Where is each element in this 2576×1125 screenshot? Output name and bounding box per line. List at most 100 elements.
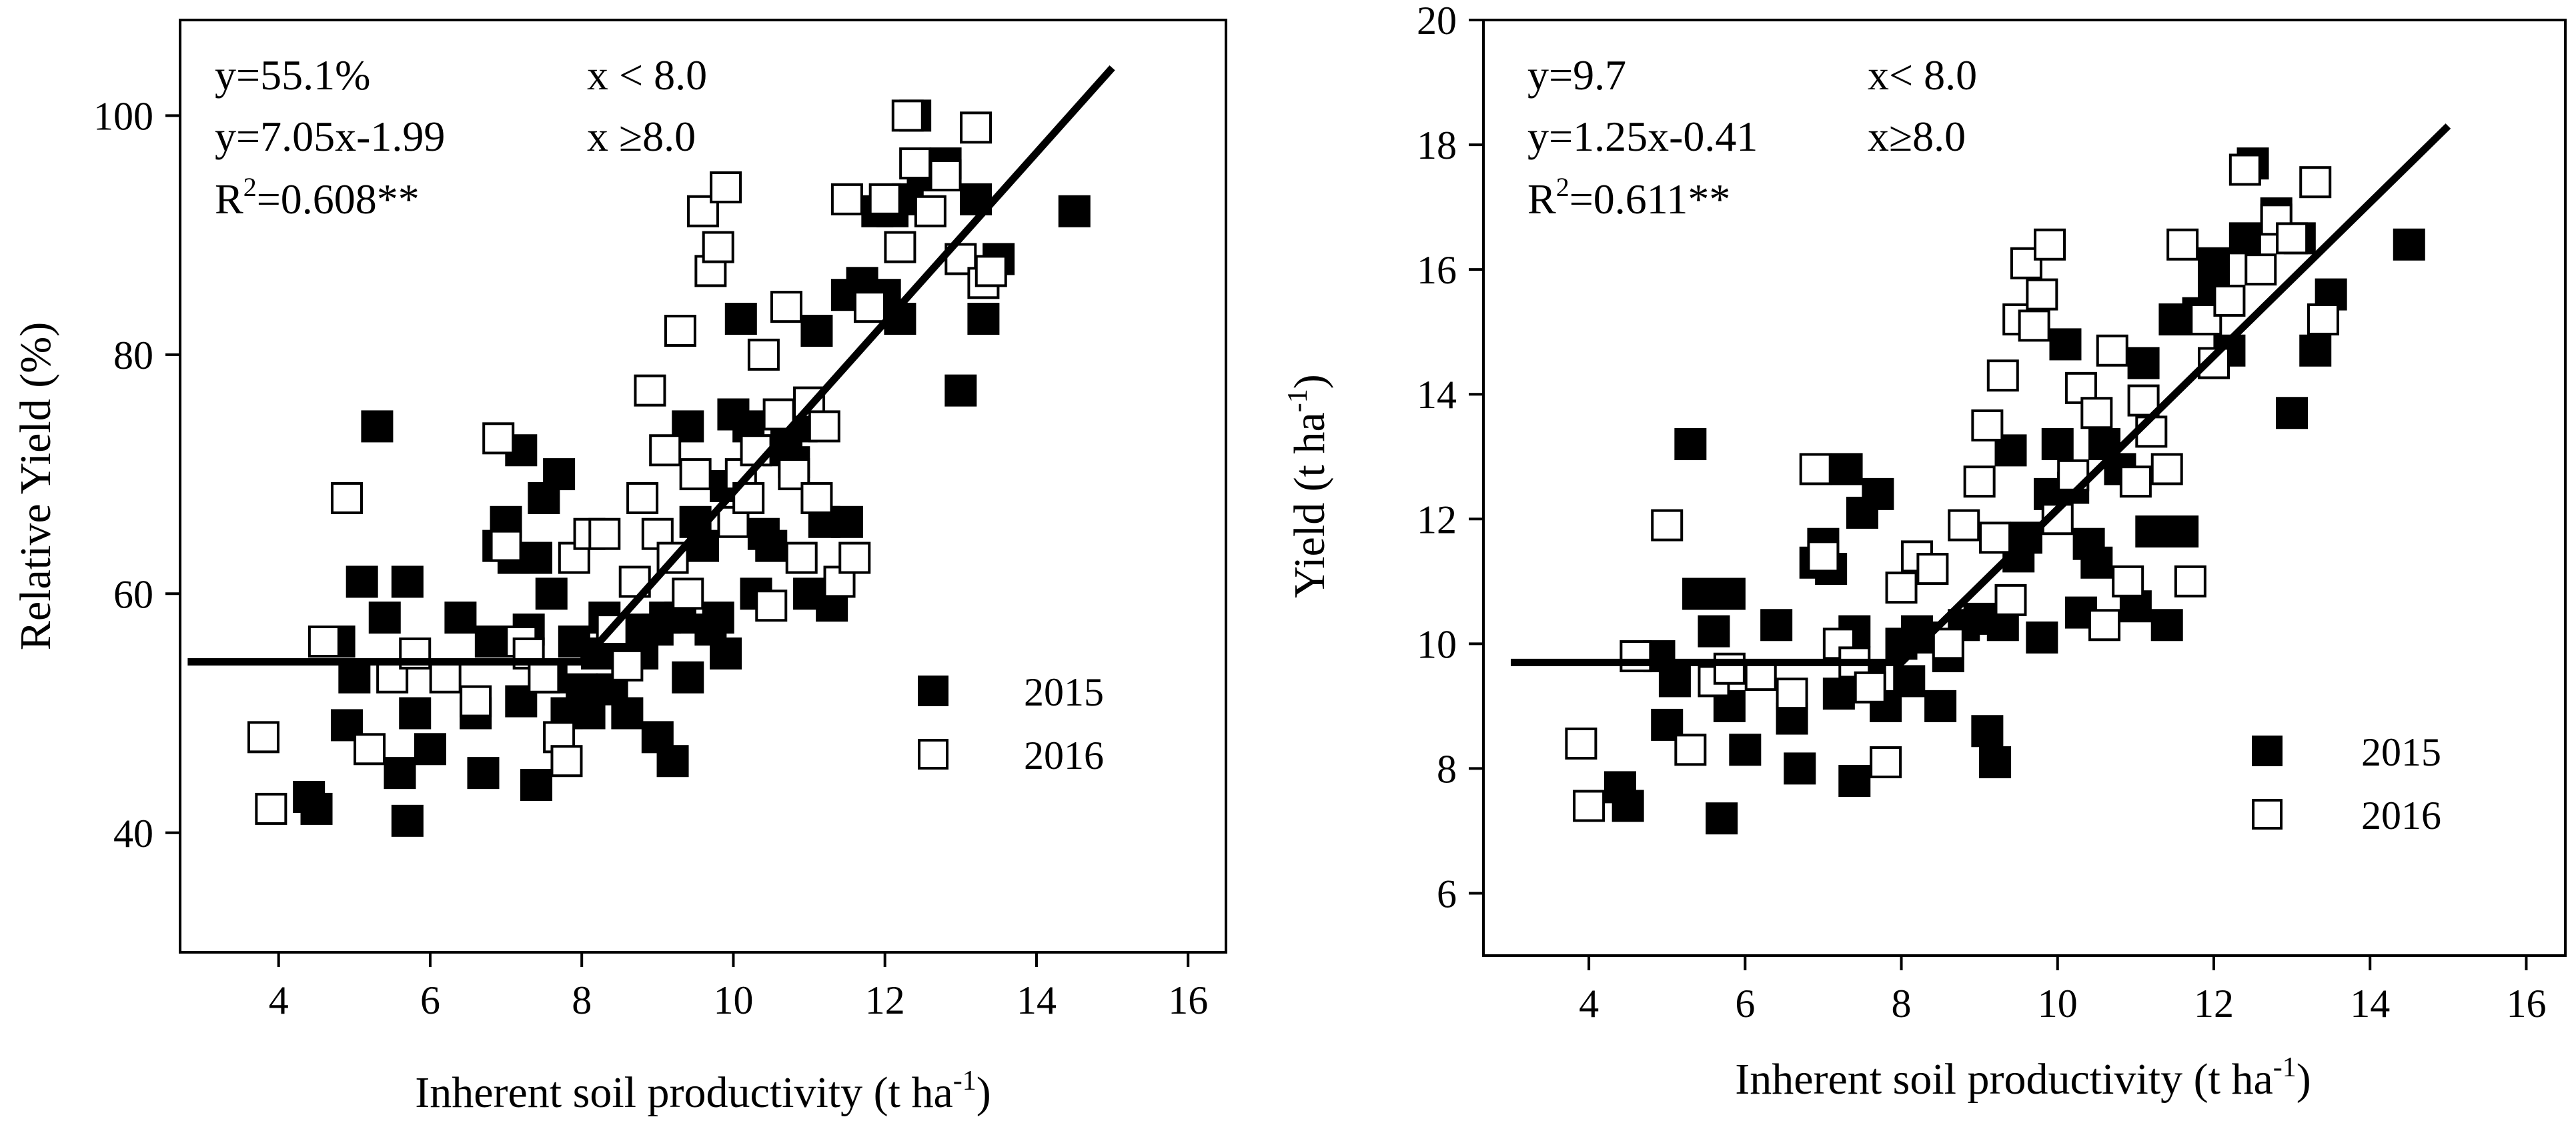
point-2016 [247, 721, 279, 754]
legend-2016-label: 2016 [2361, 794, 2441, 838]
x-tick-label: 6 [1735, 982, 1755, 1026]
point-2016 [1565, 727, 1597, 760]
point-2016 [785, 541, 818, 574]
x-axis-title-sup: -1 [953, 1066, 977, 1096]
point-2015 [2299, 334, 2332, 367]
point-2015 [1838, 765, 1871, 798]
point-2015 [710, 637, 742, 670]
x-tick-label: 12 [865, 978, 905, 1022]
legend-2015-marker [918, 676, 948, 706]
point-2015 [2026, 621, 2058, 654]
x-tick-label: 12 [2194, 982, 2234, 1026]
x-axis-title: Inherent soil productivity (t ha-1) [1735, 1052, 2311, 1104]
point-2016 [1971, 409, 2004, 441]
point-2016 [1776, 678, 1808, 710]
point-2015 [1729, 734, 1762, 766]
point-2016 [755, 590, 788, 622]
equation-2: y=1.25x-0.41 [1527, 113, 1758, 160]
y-tick-label: 20 [1417, 0, 1457, 43]
point-2015 [2228, 222, 2261, 255]
point-2015 [399, 697, 432, 730]
point-2016 [2112, 565, 2144, 598]
r-squared: R2=0.608** [215, 172, 420, 223]
point-2016 [975, 255, 1007, 287]
point-2016 [679, 458, 712, 491]
point-2016 [2166, 228, 2199, 261]
point-2016 [838, 541, 871, 574]
point-2015 [944, 374, 977, 407]
condition-2: x ≥8.0 [587, 113, 696, 160]
axis-tick-labels: 4 6 8 10 12 14 16 6 8 10 12 14 16 18 20 [1417, 0, 2546, 1026]
point-2015 [543, 458, 576, 491]
point-2016 [2213, 284, 2246, 317]
point-2015 [338, 661, 371, 694]
point-2015 [2135, 515, 2168, 547]
point-2016 [1651, 509, 1684, 541]
r-squared-prefix: R [215, 175, 243, 223]
point-2016 [1620, 640, 1652, 673]
point-2016 [2150, 453, 2183, 485]
equation-1: y=9.7 [1527, 51, 1626, 99]
point-2016 [884, 231, 916, 263]
point-2015 [1612, 790, 1644, 822]
x-tick-label: 8 [572, 978, 592, 1022]
point-2016 [1979, 521, 2012, 554]
point-2015 [346, 566, 378, 598]
r-squared-sup: 2 [1556, 172, 1569, 202]
fit-line [187, 65, 1115, 666]
point-2016 [255, 792, 287, 825]
point-2015 [1830, 453, 1863, 485]
point-2015 [702, 602, 734, 634]
point-2016 [1994, 584, 2027, 616]
point-2016 [830, 183, 863, 215]
plot-frame [1482, 19, 2567, 957]
x-axis-title-text: Inherent soil productivity (t ha [415, 1068, 952, 1117]
point-2015 [656, 745, 689, 778]
point-2016 [1948, 509, 1980, 541]
point-2015 [1784, 752, 1816, 785]
point-2016 [2080, 397, 2113, 429]
point-2015 [474, 626, 507, 658]
point-2016 [1713, 652, 1746, 685]
point-2015 [1971, 715, 2004, 748]
point-2015 [444, 602, 477, 634]
legend-2016-marker [918, 739, 948, 770]
point-2016 [1799, 453, 1832, 485]
plot-frame [179, 19, 1227, 954]
legend-2015-label: 2015 [1024, 670, 1104, 714]
point-2015 [672, 661, 704, 694]
point-2016 [1870, 746, 1902, 779]
point-2016 [929, 159, 962, 191]
point-2016 [1854, 671, 1886, 704]
point-2015 [2197, 247, 2230, 279]
point-2015 [2080, 546, 2113, 579]
fit-line [1510, 123, 2451, 666]
point-2016 [626, 481, 659, 514]
x-tick-label: 16 [1168, 978, 1208, 1022]
x-tick-label: 4 [269, 978, 289, 1022]
point-2016 [482, 422, 515, 455]
y-axis-title-close: ) [1285, 374, 1334, 389]
point-2015 [391, 804, 424, 837]
point-2016 [2026, 278, 2058, 311]
axis-ticks [1469, 19, 2528, 970]
y-tick-label: 12 [1417, 497, 1457, 541]
y-tick-label: 40 [113, 812, 153, 856]
point-2016 [899, 147, 932, 180]
point-2016 [490, 529, 522, 562]
point-2016 [960, 111, 993, 144]
point-2015 [830, 505, 863, 538]
point-2015 [611, 697, 644, 730]
x-tick-label: 10 [713, 978, 753, 1022]
y-tick-label: 8 [1437, 747, 1457, 791]
condition-2: x≥8.0 [1868, 113, 1966, 160]
legend-2016-label: 2016 [1024, 734, 1104, 778]
condition-1: x < 8.0 [587, 51, 707, 99]
point-2015 [467, 757, 500, 790]
point-2016 [1674, 734, 1707, 766]
x-tick-label: 10 [2038, 982, 2078, 1026]
x-axis-title: Inherent soil productivity (t ha-1) [415, 1066, 991, 1117]
point-2016 [634, 374, 666, 407]
r-squared-sup: 2 [243, 172, 257, 202]
